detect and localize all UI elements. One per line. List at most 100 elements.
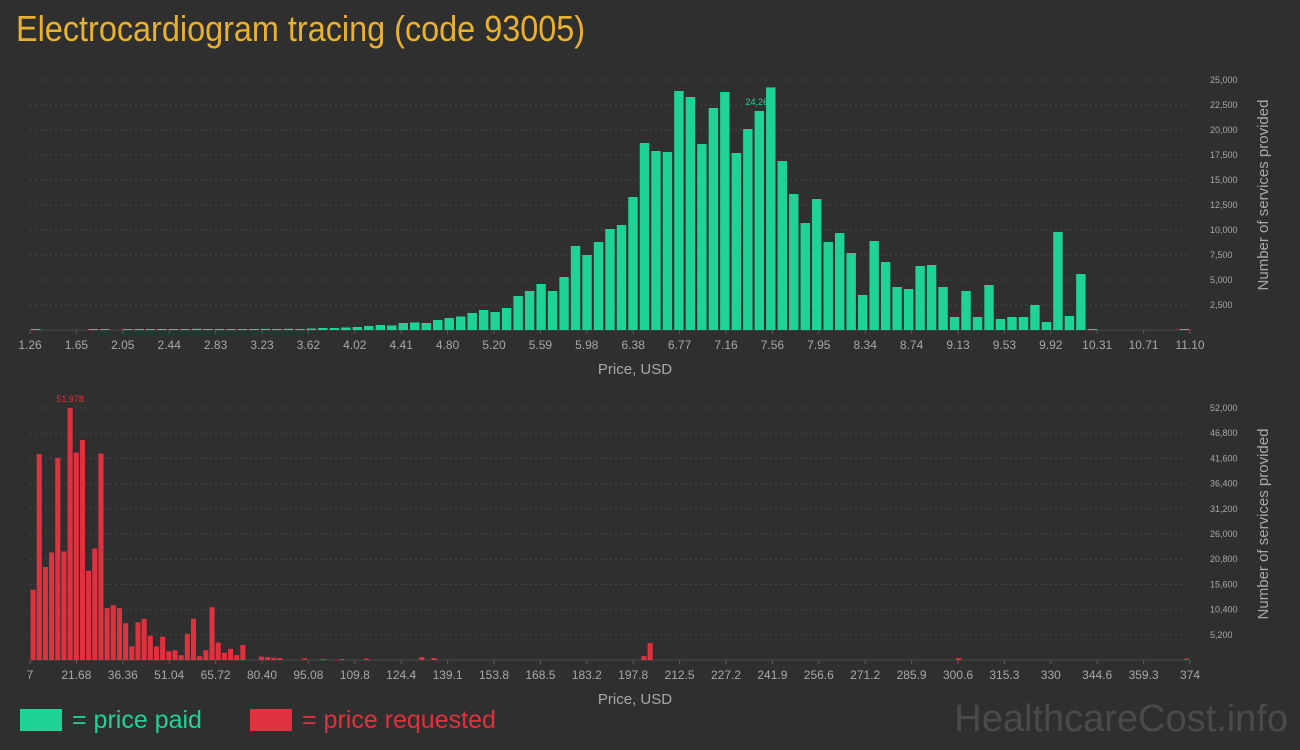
bar (444, 318, 454, 330)
bar (697, 144, 707, 330)
bar (536, 284, 546, 330)
x-tick-label: 51.04 (154, 668, 184, 682)
bar (433, 320, 443, 330)
bar (869, 241, 879, 330)
y-tick-label: 46,800 (1210, 428, 1238, 438)
bar (812, 199, 822, 330)
bar (1087, 329, 1098, 330)
bar (387, 325, 397, 330)
bar (166, 651, 172, 660)
bar (98, 453, 104, 660)
bar (178, 655, 184, 660)
bar (949, 317, 960, 330)
bar (320, 659, 326, 660)
bar (67, 408, 73, 660)
bar (421, 323, 431, 330)
y-tick-label: 52,000 (1210, 403, 1238, 413)
bar (892, 287, 902, 330)
legend-paid-swatch (20, 709, 62, 731)
bar (157, 329, 167, 330)
bar (777, 161, 787, 330)
x-tick-label: 7.95 (807, 338, 831, 352)
bar (616, 225, 627, 330)
bar (30, 589, 36, 660)
price-paid-chart: 2,500 5,000 7,500 10,000 12,500 15,000 17,500 2… (18, 75, 1272, 378)
bar (823, 242, 833, 330)
bar (490, 312, 500, 330)
bar (221, 652, 227, 660)
y-tick-label: 5,200 (1210, 630, 1233, 640)
x-tick-label: 8.74 (900, 338, 924, 352)
y-tick-label: 10,000 (1210, 225, 1238, 235)
bar (318, 328, 328, 330)
bar (972, 317, 983, 330)
y-tick-label: 2,500 (1210, 300, 1233, 310)
bar (605, 229, 615, 330)
peak-label: 24,260 (746, 97, 774, 107)
x-tick-label: 344.6 (1082, 668, 1112, 682)
bar (160, 636, 166, 660)
bar (197, 656, 203, 660)
x-tick-label: 5.98 (575, 338, 599, 352)
bar (172, 650, 178, 660)
bar (147, 635, 153, 660)
bar (984, 285, 994, 330)
bar (467, 313, 477, 330)
bar (1041, 322, 1052, 330)
legend-paid-label: = price paid (72, 705, 202, 734)
bar (180, 329, 190, 330)
bar (915, 266, 925, 330)
x-tick-label: 256.6 (804, 668, 834, 682)
bar (846, 253, 856, 330)
x-tick-label: 95.08 (293, 668, 323, 682)
x-tick-label: 212.5 (665, 668, 695, 682)
bar (513, 296, 523, 330)
x-tick-label: 65.72 (201, 668, 231, 682)
bar (61, 551, 67, 660)
x-tick-label: 300.6 (943, 668, 973, 682)
x-tick-label: 11.10 (1175, 338, 1204, 352)
y-tick-label: 7,500 (1210, 250, 1233, 260)
bar (582, 255, 592, 330)
bar (857, 295, 868, 330)
bar (570, 246, 581, 330)
bar (662, 152, 673, 330)
x-tick-label: 4.80 (436, 338, 460, 352)
bar (628, 197, 638, 330)
y-tick-label: 20,800 (1210, 554, 1238, 564)
y-tick-label: 26,000 (1210, 529, 1238, 539)
bar (639, 143, 650, 330)
bar (283, 328, 294, 330)
x-tick-label: 5.20 (482, 338, 506, 352)
bar (375, 325, 386, 330)
y-tick-label: 10,400 (1210, 605, 1238, 615)
bar (184, 633, 190, 660)
x-tick-label: 2.05 (111, 338, 135, 352)
bar (743, 129, 753, 330)
legend-requested-label: = price requested (302, 705, 496, 734)
bar (1184, 658, 1190, 660)
bar (191, 328, 202, 330)
watermark: HealthcareCost.info (954, 698, 1288, 740)
bar (134, 329, 144, 330)
bar (995, 319, 1006, 330)
bar (341, 327, 351, 330)
bar (329, 328, 340, 330)
bar (720, 92, 730, 330)
bar (754, 111, 765, 330)
bar (419, 657, 425, 660)
y-tick-label: 12,500 (1210, 200, 1238, 210)
x-axis-title: Price, USD (598, 691, 672, 708)
bar (272, 329, 282, 330)
x-tick-label: 21.68 (61, 668, 91, 682)
bar (141, 618, 147, 660)
x-tick-label: 4.02 (343, 338, 367, 352)
bar (110, 605, 116, 660)
y-tick-label: 41,600 (1210, 453, 1238, 463)
x-tick-label: 271.2 (850, 668, 880, 682)
x-tick-label: 10.71 (1129, 338, 1159, 352)
bar (153, 646, 160, 660)
bar (228, 648, 234, 660)
bar (31, 329, 41, 330)
bar (302, 658, 308, 660)
